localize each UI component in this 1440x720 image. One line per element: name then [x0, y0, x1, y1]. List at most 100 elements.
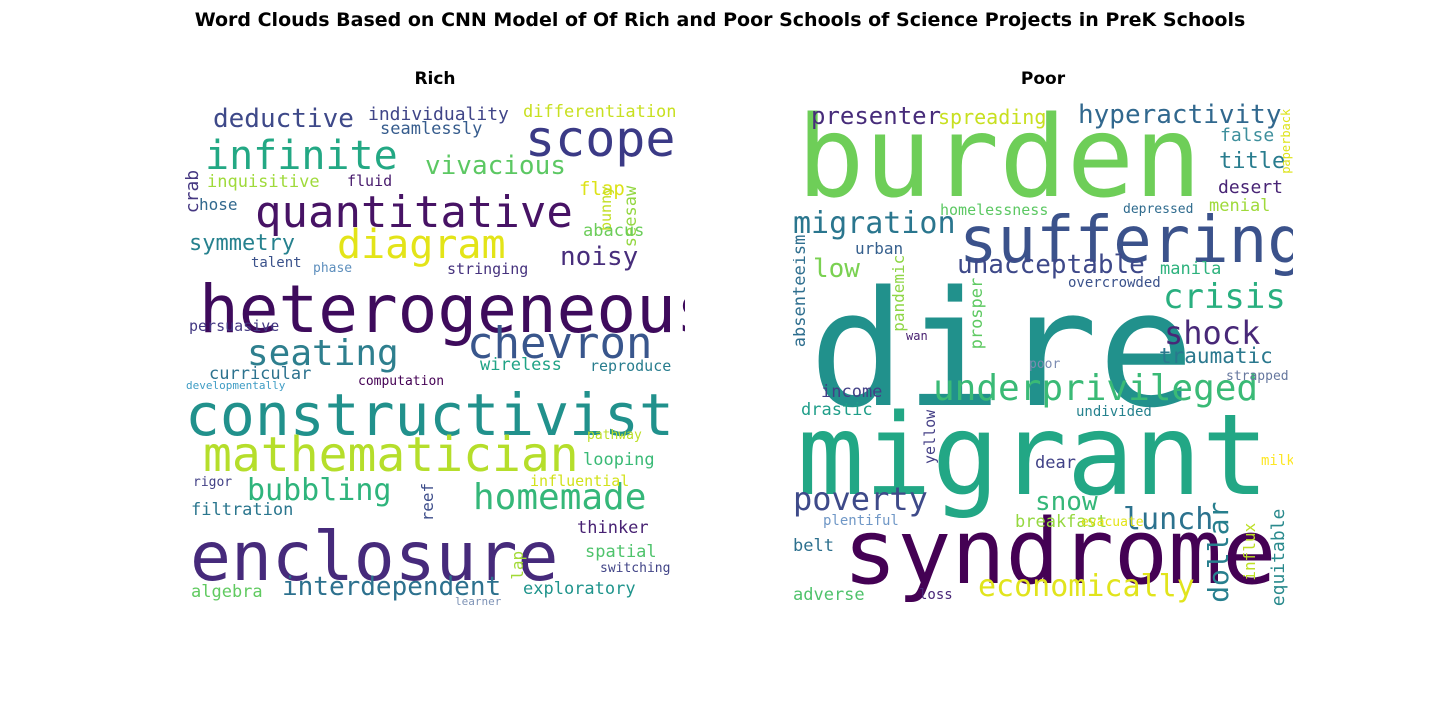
cloud-word: reproduce	[590, 357, 672, 375]
cloud-word: homelessness	[940, 201, 1049, 219]
cloud-word: symmetry	[189, 231, 295, 256]
cloud-word: income	[821, 382, 883, 402]
cloud-word: learner	[455, 595, 502, 608]
cloud-word: influx	[1240, 522, 1259, 581]
cloud-word: undivided	[1076, 404, 1152, 420]
cloud-word: rigor	[193, 475, 233, 490]
cloud-word: menial	[1209, 196, 1271, 216]
rich-cloud-title: Rich	[414, 69, 456, 89]
cloud-word: hose	[199, 195, 238, 214]
cloud-word: noisy	[560, 242, 639, 272]
cloud-word: yellow	[921, 409, 939, 464]
cloud-word: loss	[919, 587, 953, 603]
cloud-word: curricular	[209, 364, 312, 384]
cloud-word: bubbling	[247, 473, 392, 508]
cloud-word: phase	[313, 261, 353, 276]
cloud-word: dollar	[1202, 501, 1235, 603]
cloud-word: thinker	[577, 518, 649, 538]
cloud-word: wireless	[480, 355, 562, 375]
cloud-word: fluid	[347, 172, 393, 190]
cloud-word: plentiful	[823, 513, 899, 529]
cloud-word: migrant	[797, 391, 1270, 521]
cloud-word: crisis	[1163, 277, 1286, 317]
cloud-word: syndrome	[843, 500, 1277, 605]
cloud-word: lap	[508, 550, 527, 580]
cloud-word: shock	[1164, 314, 1261, 352]
cloud-word: quantitative	[255, 187, 573, 238]
cloud-word: equitable	[1268, 508, 1289, 607]
cloud-word: scope	[525, 110, 676, 168]
poor-word-cloud: dire migrant burden syndrome suffering underp…	[793, 100, 1293, 610]
cloud-word: snow	[1035, 487, 1098, 517]
cloud-word: differentiation	[523, 102, 677, 122]
cloud-word: paperback	[1279, 108, 1293, 174]
cloud-word: flap	[579, 178, 625, 200]
cloud-word: prosper	[967, 277, 987, 350]
poor-cloud-title: Poor	[1020, 69, 1066, 89]
cloud-word: vivacious	[425, 151, 566, 181]
cloud-word: seating	[247, 333, 399, 374]
cloud-word: desert	[1218, 177, 1284, 198]
cloud-word: breakfast	[1015, 512, 1108, 532]
cloud-word: filtration	[191, 500, 294, 520]
cloud-word: adverse	[793, 585, 865, 605]
cloud-word: talent	[251, 255, 302, 271]
cloud-word: individuality	[368, 104, 509, 125]
cloud-word: abacus	[583, 221, 645, 241]
cloud-word: poor	[1029, 357, 1061, 372]
cloud-word: mathematician	[203, 427, 579, 483]
cloud-word: migration	[793, 206, 956, 241]
cloud-word: stringing	[447, 260, 529, 278]
cloud-word: dear	[1035, 453, 1076, 473]
cloud-word: title	[1219, 149, 1286, 174]
cloud-word: wan	[906, 329, 928, 343]
cloud-word: drastic	[801, 400, 873, 420]
cloud-word: spatial	[585, 542, 657, 562]
cloud-word: unacceptable	[957, 250, 1145, 280]
cloud-word: heterogeneous	[199, 271, 685, 348]
cloud-word: overcrowded	[1068, 275, 1161, 291]
cloud-word: traumatic	[1159, 344, 1273, 368]
cloud-word: poverty	[793, 480, 928, 518]
cloud-word: spreading	[938, 105, 1047, 129]
figure-title: Word Clouds Based on CNN Model of Of Ric…	[194, 9, 1246, 31]
cloud-word: switching	[600, 561, 671, 576]
cloud-word: presenter	[811, 102, 942, 130]
cloud-word: burden	[797, 100, 1202, 223]
cloud-word: infinite	[205, 133, 398, 179]
cloud-word: manila	[1160, 259, 1222, 279]
cloud-word: hyperactivity	[1078, 100, 1282, 130]
cloud-word: evacuate	[1081, 515, 1144, 530]
cloud-word: looping	[583, 450, 655, 470]
cloud-word: algebra	[191, 582, 263, 602]
cloud-word: urban	[855, 239, 904, 258]
cloud-word: belt	[793, 536, 834, 556]
cloud-word: milk	[1261, 453, 1293, 469]
cloud-word: influential	[530, 472, 630, 490]
cloud-word: pathway	[587, 428, 642, 443]
cloud-word: low	[813, 254, 860, 284]
cloud-word: dire	[809, 256, 1195, 443]
cloud-word: persuasive	[189, 317, 280, 335]
cloud-word: diagram	[337, 222, 506, 268]
cloud-word: economically	[978, 569, 1195, 604]
cloud-word: chevron	[467, 318, 653, 369]
cloud-word: suffering	[959, 204, 1293, 278]
cloud-word: lunch	[1123, 502, 1214, 537]
cloud-word: enclosure	[190, 518, 559, 597]
cloud-word: deductive	[213, 104, 354, 134]
cloud-word: exploratory	[523, 579, 636, 599]
cloud-word: reef	[418, 482, 437, 522]
cloud-word: depressed	[1123, 202, 1194, 217]
cloud-word: pandemic	[889, 254, 908, 332]
cloud-word: inquisitive	[207, 172, 320, 192]
cloud-word: absenteeism	[793, 234, 810, 348]
cloud-word: seamlessly	[380, 119, 483, 139]
cloud-word: constructivist	[185, 381, 674, 449]
cloud-word: false	[1220, 125, 1275, 146]
cloud-word: homemade	[473, 477, 647, 518]
cloud-word: strapped	[1226, 369, 1289, 384]
cloud-word: developmentally	[186, 379, 286, 392]
rich-word-cloud: heterogeneous constructivist enclosure math…	[185, 100, 685, 610]
cloud-word: interdependent	[282, 572, 502, 602]
